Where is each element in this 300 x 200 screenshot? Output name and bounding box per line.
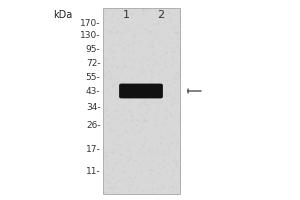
Text: 1: 1 [122, 10, 130, 20]
Bar [103, 8, 180, 194]
Text: 170-: 170- [80, 19, 101, 27]
Text: 55-: 55- [86, 72, 101, 82]
Text: 34-: 34- [86, 102, 101, 112]
Text: 11-: 11- [86, 166, 101, 176]
Text: 130-: 130- [80, 30, 101, 40]
Text: 2: 2 [157, 10, 164, 20]
Text: 17-: 17- [86, 144, 101, 154]
Text: kDa: kDa [53, 10, 72, 20]
Text: 43-: 43- [86, 87, 101, 96]
Text: 95-: 95- [86, 45, 101, 53]
FancyBboxPatch shape [119, 84, 163, 98]
Text: 26-: 26- [86, 120, 101, 130]
Text: 72-: 72- [86, 58, 101, 68]
